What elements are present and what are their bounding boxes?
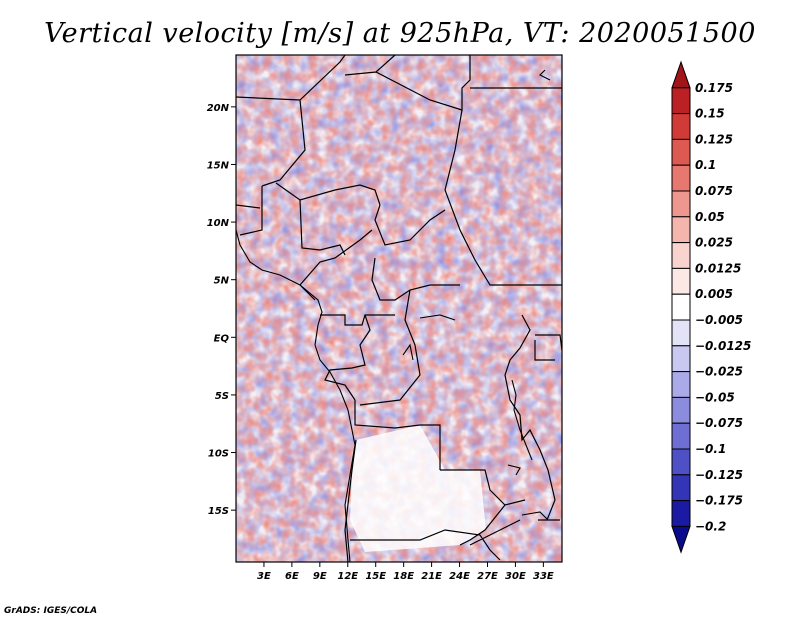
colorbar-label: 0.175 <box>695 81 733 95</box>
colorbar-label: −0.175 <box>695 494 743 508</box>
colorbar-label: 0.075 <box>695 184 733 198</box>
lat-tick-label: 15N <box>207 160 230 171</box>
colorbar-swatch <box>671 422 691 450</box>
colorbar-label: −0.075 <box>695 416 743 430</box>
colorbar-label: −0.005 <box>695 313 743 327</box>
colorbar-swatch <box>671 525 691 554</box>
lon-tick-label: 18E <box>393 571 414 582</box>
lon-tick-label: 15E <box>365 571 386 582</box>
map-frame <box>235 54 563 563</box>
country-borders <box>236 55 562 562</box>
colorbar-swatch <box>671 216 691 244</box>
colorbar-swatch <box>671 87 691 115</box>
lon-tick-label: 24E <box>449 571 470 582</box>
colorbar-label: −0.05 <box>695 390 735 404</box>
colorbar-label: 0.15 <box>695 107 725 121</box>
map-plot-area <box>236 55 562 562</box>
lat-tick-label: 5N <box>214 276 230 287</box>
colorbar-swatch <box>671 60 691 89</box>
colorbar-label: −0.0125 <box>695 339 751 353</box>
colorbar-label: 0.0125 <box>695 261 741 275</box>
lat-tick-label: 10S <box>208 449 229 460</box>
grads-credit: GrADS: IGES/COLA <box>4 606 97 616</box>
colorbar-swatch <box>671 138 691 166</box>
lat-tick-label: 10N <box>207 218 230 229</box>
coastline <box>236 69 551 562</box>
colorbar-swatch <box>671 242 691 269</box>
lon-tick-label: 3E <box>257 571 271 582</box>
colorbar-swatch <box>671 164 691 192</box>
lon-tick-label: 9E <box>313 571 327 582</box>
colorbar-swatch <box>671 267 691 295</box>
colorbar-swatch <box>671 500 691 527</box>
colorbar-label: −0.025 <box>695 365 743 379</box>
colorbar-swatch <box>671 371 691 398</box>
colorbar-label: 0.025 <box>695 236 733 250</box>
colorbar-swatch <box>671 319 691 347</box>
colorbar-swatch <box>671 190 691 218</box>
colorbar-label: −0.2 <box>695 519 726 533</box>
colorbar-swatch <box>671 293 691 321</box>
colorbar-swatch <box>671 448 691 476</box>
colorbar-swatch <box>671 396 691 424</box>
latitude-axis: 20N 15N 10N 5N EQ 5S 10S 15S <box>207 103 236 517</box>
lat-tick-label: 20N <box>207 103 230 114</box>
colorbar-swatch <box>671 113 691 140</box>
lon-tick-label: 33E <box>533 571 554 582</box>
colorbar-label: 0.1 <box>695 158 716 172</box>
longitude-axis: 3E 6E 9E 12E 15E 18E 21E 24E 27E 30E 33E <box>257 562 554 582</box>
colorbar-label: 0.005 <box>695 287 733 301</box>
colorbar: 0.175 0.15 0.125 0.1 0.075 0.05 0.025 0.0125 0.0… <box>671 60 751 554</box>
lon-tick-label: 27E <box>477 571 498 582</box>
colorbar-swatch <box>671 474 691 502</box>
colorbar-label: 0.05 <box>695 210 725 224</box>
lon-tick-label: 30E <box>505 571 526 582</box>
lon-tick-label: 6E <box>285 571 299 582</box>
lon-tick-label: 21E <box>421 571 442 582</box>
colorbar-label: −0.125 <box>695 468 743 482</box>
lat-tick-label: 15S <box>208 506 229 517</box>
lon-tick-label: 12E <box>337 571 358 582</box>
colorbar-label: 0.125 <box>695 132 733 146</box>
lat-tick-label: 5S <box>215 391 229 402</box>
colorbar-label: −0.1 <box>695 442 726 456</box>
chart-title: Vertical velocity [m/s] at 925hPa, VT: 2… <box>44 18 756 49</box>
quiet-region-south <box>350 425 486 552</box>
colorbar-swatch <box>671 345 691 373</box>
lat-tick-label: EQ <box>214 333 230 344</box>
